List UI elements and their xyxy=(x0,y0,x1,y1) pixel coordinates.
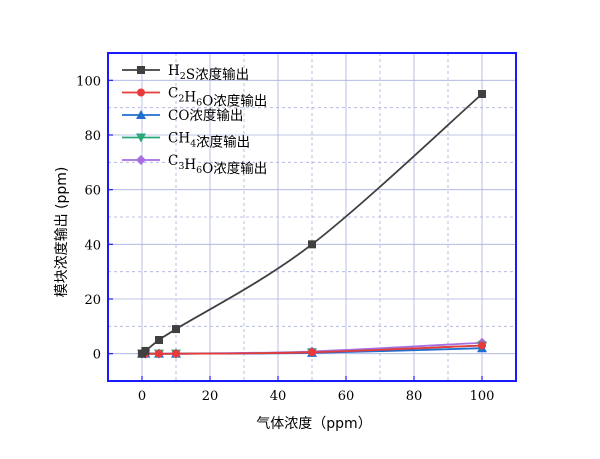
y-tick-label: 100 xyxy=(76,74,101,89)
data-point xyxy=(155,336,163,344)
data-point xyxy=(308,240,316,249)
legend-label: C3H6O浓度输出 xyxy=(168,153,267,177)
data-point xyxy=(478,341,486,350)
data-point xyxy=(172,349,180,358)
x-tick-label: 0 xyxy=(138,389,146,404)
legend-marker xyxy=(136,110,146,119)
legend-marker xyxy=(136,133,146,143)
data-point xyxy=(155,349,163,358)
legend-marker xyxy=(137,88,145,97)
grid-lines xyxy=(107,52,517,382)
y-axis-title: 模块浓度输出 (ppm) xyxy=(54,167,70,298)
x-tick-label: 80 xyxy=(406,389,423,404)
legend-label: CH4浓度输出 xyxy=(168,131,250,151)
x-tick-label: 60 xyxy=(338,389,355,404)
y-tick-label: 20 xyxy=(84,293,101,308)
x-axis-title: 气体浓度（ppm） xyxy=(256,416,371,432)
axis-ticks: 0 20 40 60 80 100 0 20 40 60 80 100 xyxy=(76,74,494,404)
data-point xyxy=(141,346,150,355)
series-0 xyxy=(138,90,486,358)
series-layer xyxy=(137,90,487,359)
data-point xyxy=(478,90,486,98)
legend-item: H2S浓度输出 xyxy=(122,63,249,83)
legend-label: CO浓度输出 xyxy=(168,108,243,124)
legend-label: C2H6O浓度输出 xyxy=(168,86,267,110)
legend-item: C3H6O浓度输出 xyxy=(122,153,267,177)
legend-item: CH4浓度输出 xyxy=(122,131,250,151)
legend-marker xyxy=(136,155,146,165)
legend-label: H2S浓度输出 xyxy=(168,63,249,83)
y-tick-label: 60 xyxy=(84,184,101,199)
y-tick-label: 40 xyxy=(84,238,101,253)
legend-item: CO浓度输出 xyxy=(122,108,243,124)
y-tick-label: 0 xyxy=(93,348,101,363)
legend-item: C2H6O浓度输出 xyxy=(122,86,267,110)
x-tick-label: 20 xyxy=(202,389,219,404)
x-tick-label: 40 xyxy=(270,389,287,404)
data-point xyxy=(172,325,180,334)
legend-marker xyxy=(137,66,145,74)
plot-frame xyxy=(107,52,517,382)
y-tick-label: 80 xyxy=(84,129,101,144)
x-tick-label: 100 xyxy=(470,389,495,404)
data-point xyxy=(308,348,316,357)
